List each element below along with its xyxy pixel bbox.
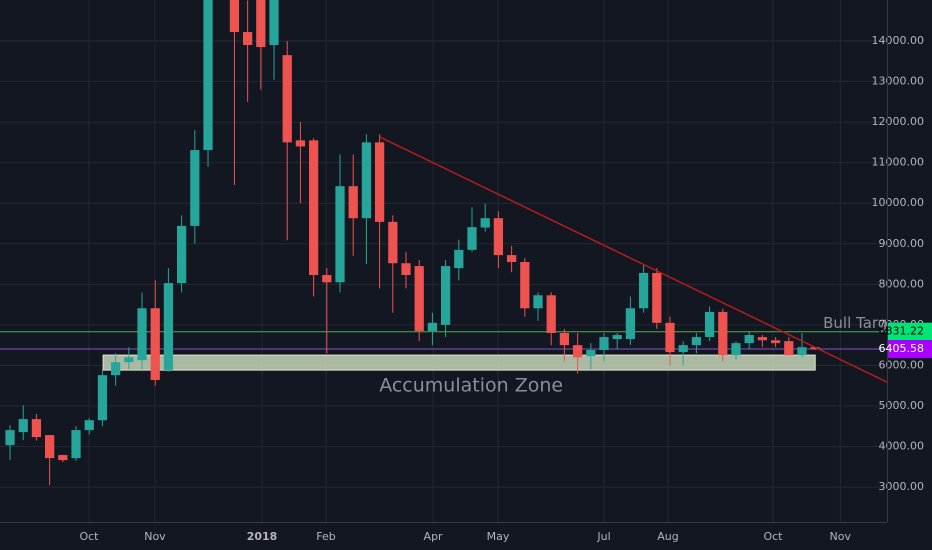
y-tick-label: 11000.00 bbox=[872, 156, 925, 169]
candle-body bbox=[177, 225, 187, 284]
price-tag bbox=[888, 322, 932, 341]
y-tick-label: 14000.00 bbox=[872, 34, 925, 47]
candle-body bbox=[520, 262, 530, 309]
candle-body bbox=[414, 266, 424, 331]
candle-body bbox=[718, 311, 728, 356]
candle-body bbox=[97, 375, 108, 421]
y-tick-label: 5000.00 bbox=[879, 399, 925, 412]
candle-body bbox=[18, 419, 28, 433]
trend-line bbox=[379, 136, 887, 383]
candle-body bbox=[111, 362, 121, 376]
x-tick-label: Oct bbox=[79, 530, 99, 543]
candle-body bbox=[282, 55, 292, 143]
candle-body bbox=[559, 332, 570, 346]
candle-body bbox=[203, 0, 213, 151]
y-tick-label: 3000.00 bbox=[879, 480, 925, 493]
candle-body bbox=[691, 337, 702, 346]
candle-body bbox=[427, 322, 438, 331]
y-tick-label: 12000.00 bbox=[872, 115, 925, 128]
y-tick-label: 10000.00 bbox=[872, 196, 925, 209]
candle-body bbox=[454, 249, 464, 269]
x-tick-label: Oct bbox=[763, 530, 783, 543]
candle-body bbox=[269, 0, 279, 46]
candle-body bbox=[744, 335, 754, 344]
candle-body bbox=[45, 435, 55, 459]
candle-body bbox=[190, 150, 200, 226]
x-tick-label: Jul bbox=[596, 530, 610, 543]
candle-body bbox=[493, 218, 504, 256]
candle-body bbox=[678, 345, 688, 353]
candle-body bbox=[572, 345, 583, 358]
candle-body bbox=[256, 0, 266, 48]
zone-label: Accumulation Zone bbox=[379, 375, 563, 397]
candle-body bbox=[58, 455, 68, 461]
price-tag-label: 6831.22 bbox=[879, 325, 925, 338]
candle-body bbox=[546, 295, 556, 333]
candle-body bbox=[308, 140, 319, 275]
candle-body bbox=[229, 0, 240, 33]
candle-body bbox=[784, 341, 794, 356]
bull-target-label: Bull Target bbox=[823, 314, 902, 332]
candle-body bbox=[704, 311, 715, 338]
y-tick-label: 4000.00 bbox=[879, 440, 925, 453]
accumulation-zone bbox=[102, 354, 816, 371]
price-tag bbox=[888, 339, 932, 358]
candle-body bbox=[335, 186, 345, 283]
candle-body bbox=[599, 337, 609, 351]
candle-body bbox=[31, 419, 42, 438]
candle-body bbox=[322, 274, 332, 283]
y-tick-label: 6000.00 bbox=[879, 358, 925, 371]
candle-body bbox=[388, 221, 398, 264]
candle-body bbox=[150, 308, 160, 381]
candle-body bbox=[638, 272, 649, 309]
candle-body bbox=[770, 340, 781, 344]
candle-body bbox=[71, 430, 81, 459]
candle-body bbox=[348, 186, 358, 219]
candle-body bbox=[533, 295, 543, 309]
x-tick-label: Apr bbox=[424, 530, 444, 543]
candle-body bbox=[665, 322, 675, 353]
candle-body bbox=[401, 263, 411, 275]
x-tick-label: 2018 bbox=[247, 530, 278, 543]
candle-body bbox=[467, 227, 477, 250]
candle-body bbox=[163, 283, 174, 370]
candle-body bbox=[652, 272, 662, 323]
candle-body bbox=[124, 357, 134, 363]
candle-body bbox=[5, 430, 15, 446]
candle-body bbox=[137, 308, 147, 361]
candle-body bbox=[480, 218, 490, 228]
plot-area: Accumulation Zone Bull Target bbox=[0, 0, 902, 486]
candle-body bbox=[625, 308, 636, 340]
candle-body bbox=[506, 255, 517, 263]
candle-body bbox=[361, 142, 372, 219]
x-tick-label: May bbox=[487, 530, 510, 543]
y-tick-label: 9000.00 bbox=[879, 237, 925, 250]
x-tick-label: Aug bbox=[657, 530, 678, 543]
candle-body bbox=[243, 32, 253, 46]
candle-body bbox=[440, 266, 451, 325]
y-tick-label: 13000.00 bbox=[872, 75, 925, 88]
candle-body bbox=[374, 142, 385, 222]
candle-body bbox=[586, 350, 596, 357]
candle-body bbox=[84, 420, 94, 431]
candle-body bbox=[295, 140, 306, 147]
candle-body bbox=[757, 337, 768, 341]
candle-body bbox=[797, 347, 807, 356]
price-tag-label: 6405.58 bbox=[879, 342, 925, 355]
grid bbox=[0, 0, 887, 522]
candle-body bbox=[612, 335, 622, 340]
x-tick-label: Feb bbox=[316, 530, 335, 543]
x-tick-label: Nov bbox=[830, 530, 852, 543]
y-tick-label: 8000.00 bbox=[879, 277, 925, 290]
x-tick-label: Nov bbox=[144, 530, 166, 543]
candle-body bbox=[731, 343, 741, 356]
